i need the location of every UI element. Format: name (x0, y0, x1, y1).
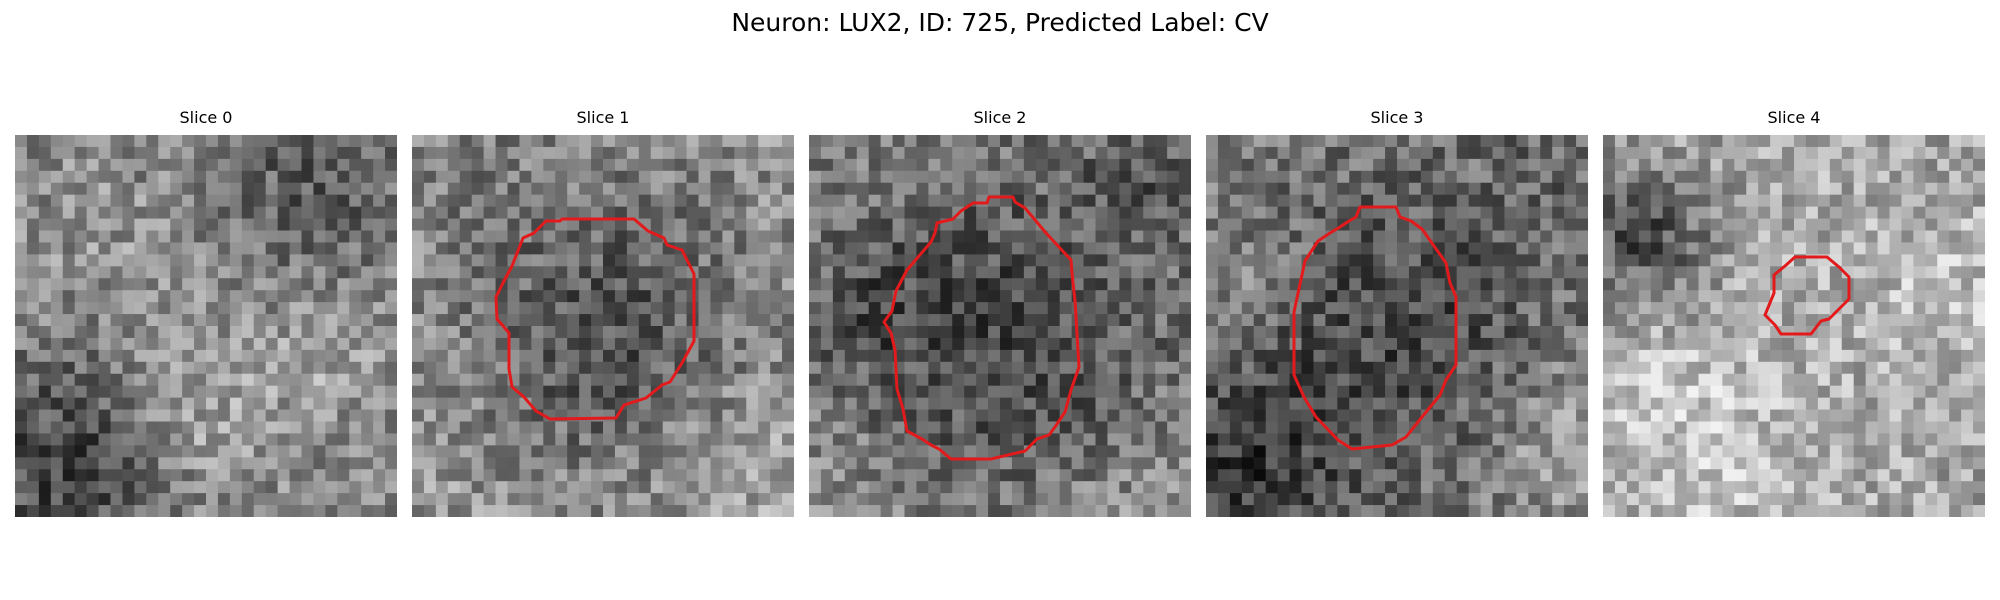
slice-0-title: Slice 0 (179, 108, 233, 127)
slice-panel-3: Slice 3 (1206, 106, 1588, 517)
figure-title: Neuron: LUX2, ID: 725, Predicted Label: … (731, 8, 1269, 37)
slice-panel-2: Slice 2 (809, 106, 1191, 517)
slice-4-pixels (1603, 135, 1985, 517)
slice-0-image (15, 135, 397, 517)
slice-1-pixels (412, 135, 794, 517)
slice-2-roi-outline (882, 195, 1081, 461)
slice-3-image (1206, 135, 1588, 517)
slice-1-title: Slice 1 (576, 108, 630, 127)
slice-2-pixels (809, 135, 1191, 517)
slice-3-roi-outline (1292, 205, 1458, 451)
slice-4-roi-outline (1763, 255, 1851, 336)
slice-panel-4: Slice 4 (1603, 106, 1985, 517)
slice-2-title: Slice 2 (973, 108, 1027, 127)
slice-4-title: Slice 4 (1767, 108, 1821, 127)
slice-3-title: Slice 3 (1370, 108, 1424, 127)
slice-1-image (412, 135, 794, 517)
slice-4-image (1603, 135, 1985, 517)
slice-2-image (809, 135, 1191, 517)
slice-0-pixels (15, 135, 397, 517)
slice-1-roi-outline (494, 217, 696, 421)
slice-3-pixels (1206, 135, 1588, 517)
slice-panel-1: Slice 1 (412, 106, 794, 517)
slice-panel-0: Slice 0 (15, 106, 397, 517)
